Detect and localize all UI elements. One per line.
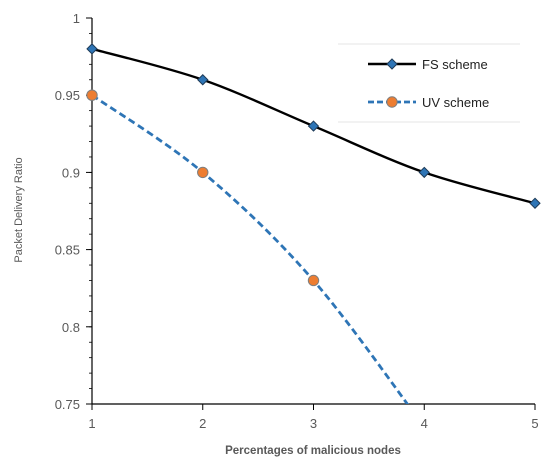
data-point — [418, 166, 430, 179]
x-tick-label: 4 — [421, 416, 428, 431]
y-tick-label: 0.95 — [55, 88, 80, 103]
x-axis: 1 2 3 4 5 — [88, 403, 539, 431]
plot-area — [86, 43, 541, 404]
data-point — [529, 197, 541, 209]
y-tick-label: 0.75 — [55, 397, 80, 412]
x-tick-label: 2 — [199, 416, 206, 431]
y-axis: 0.75 0.8 0.85 0.9 0.95 1 — [55, 11, 93, 412]
data-point — [307, 274, 320, 287]
y-tick-label: 0.9 — [62, 165, 80, 180]
data-point — [197, 166, 209, 179]
x-tick-label: 3 — [310, 416, 317, 431]
x-axis-title: Percentages of malicious nodes — [225, 445, 401, 457]
x-tick-label: 5 — [531, 416, 538, 431]
data-point — [307, 120, 320, 132]
y-tick-label: 0.85 — [55, 243, 80, 258]
series-1 — [92, 94, 410, 404]
data-point — [86, 89, 98, 101]
y-axis-title: Packet Delivery Ratio — [13, 157, 25, 262]
legend-marker — [386, 58, 398, 70]
legend-marker — [386, 96, 398, 108]
data-point — [197, 74, 209, 86]
legend-label: UV scheme — [422, 95, 489, 110]
legend: FS scheme UV scheme — [338, 43, 520, 123]
legend-label: FS scheme — [422, 57, 488, 72]
data-point — [86, 43, 98, 55]
x-tick-label: 1 — [88, 416, 95, 431]
y-tick-label: 1 — [73, 11, 80, 26]
series-line — [92, 94, 410, 404]
y-tick-label: 0.8 — [62, 320, 80, 335]
